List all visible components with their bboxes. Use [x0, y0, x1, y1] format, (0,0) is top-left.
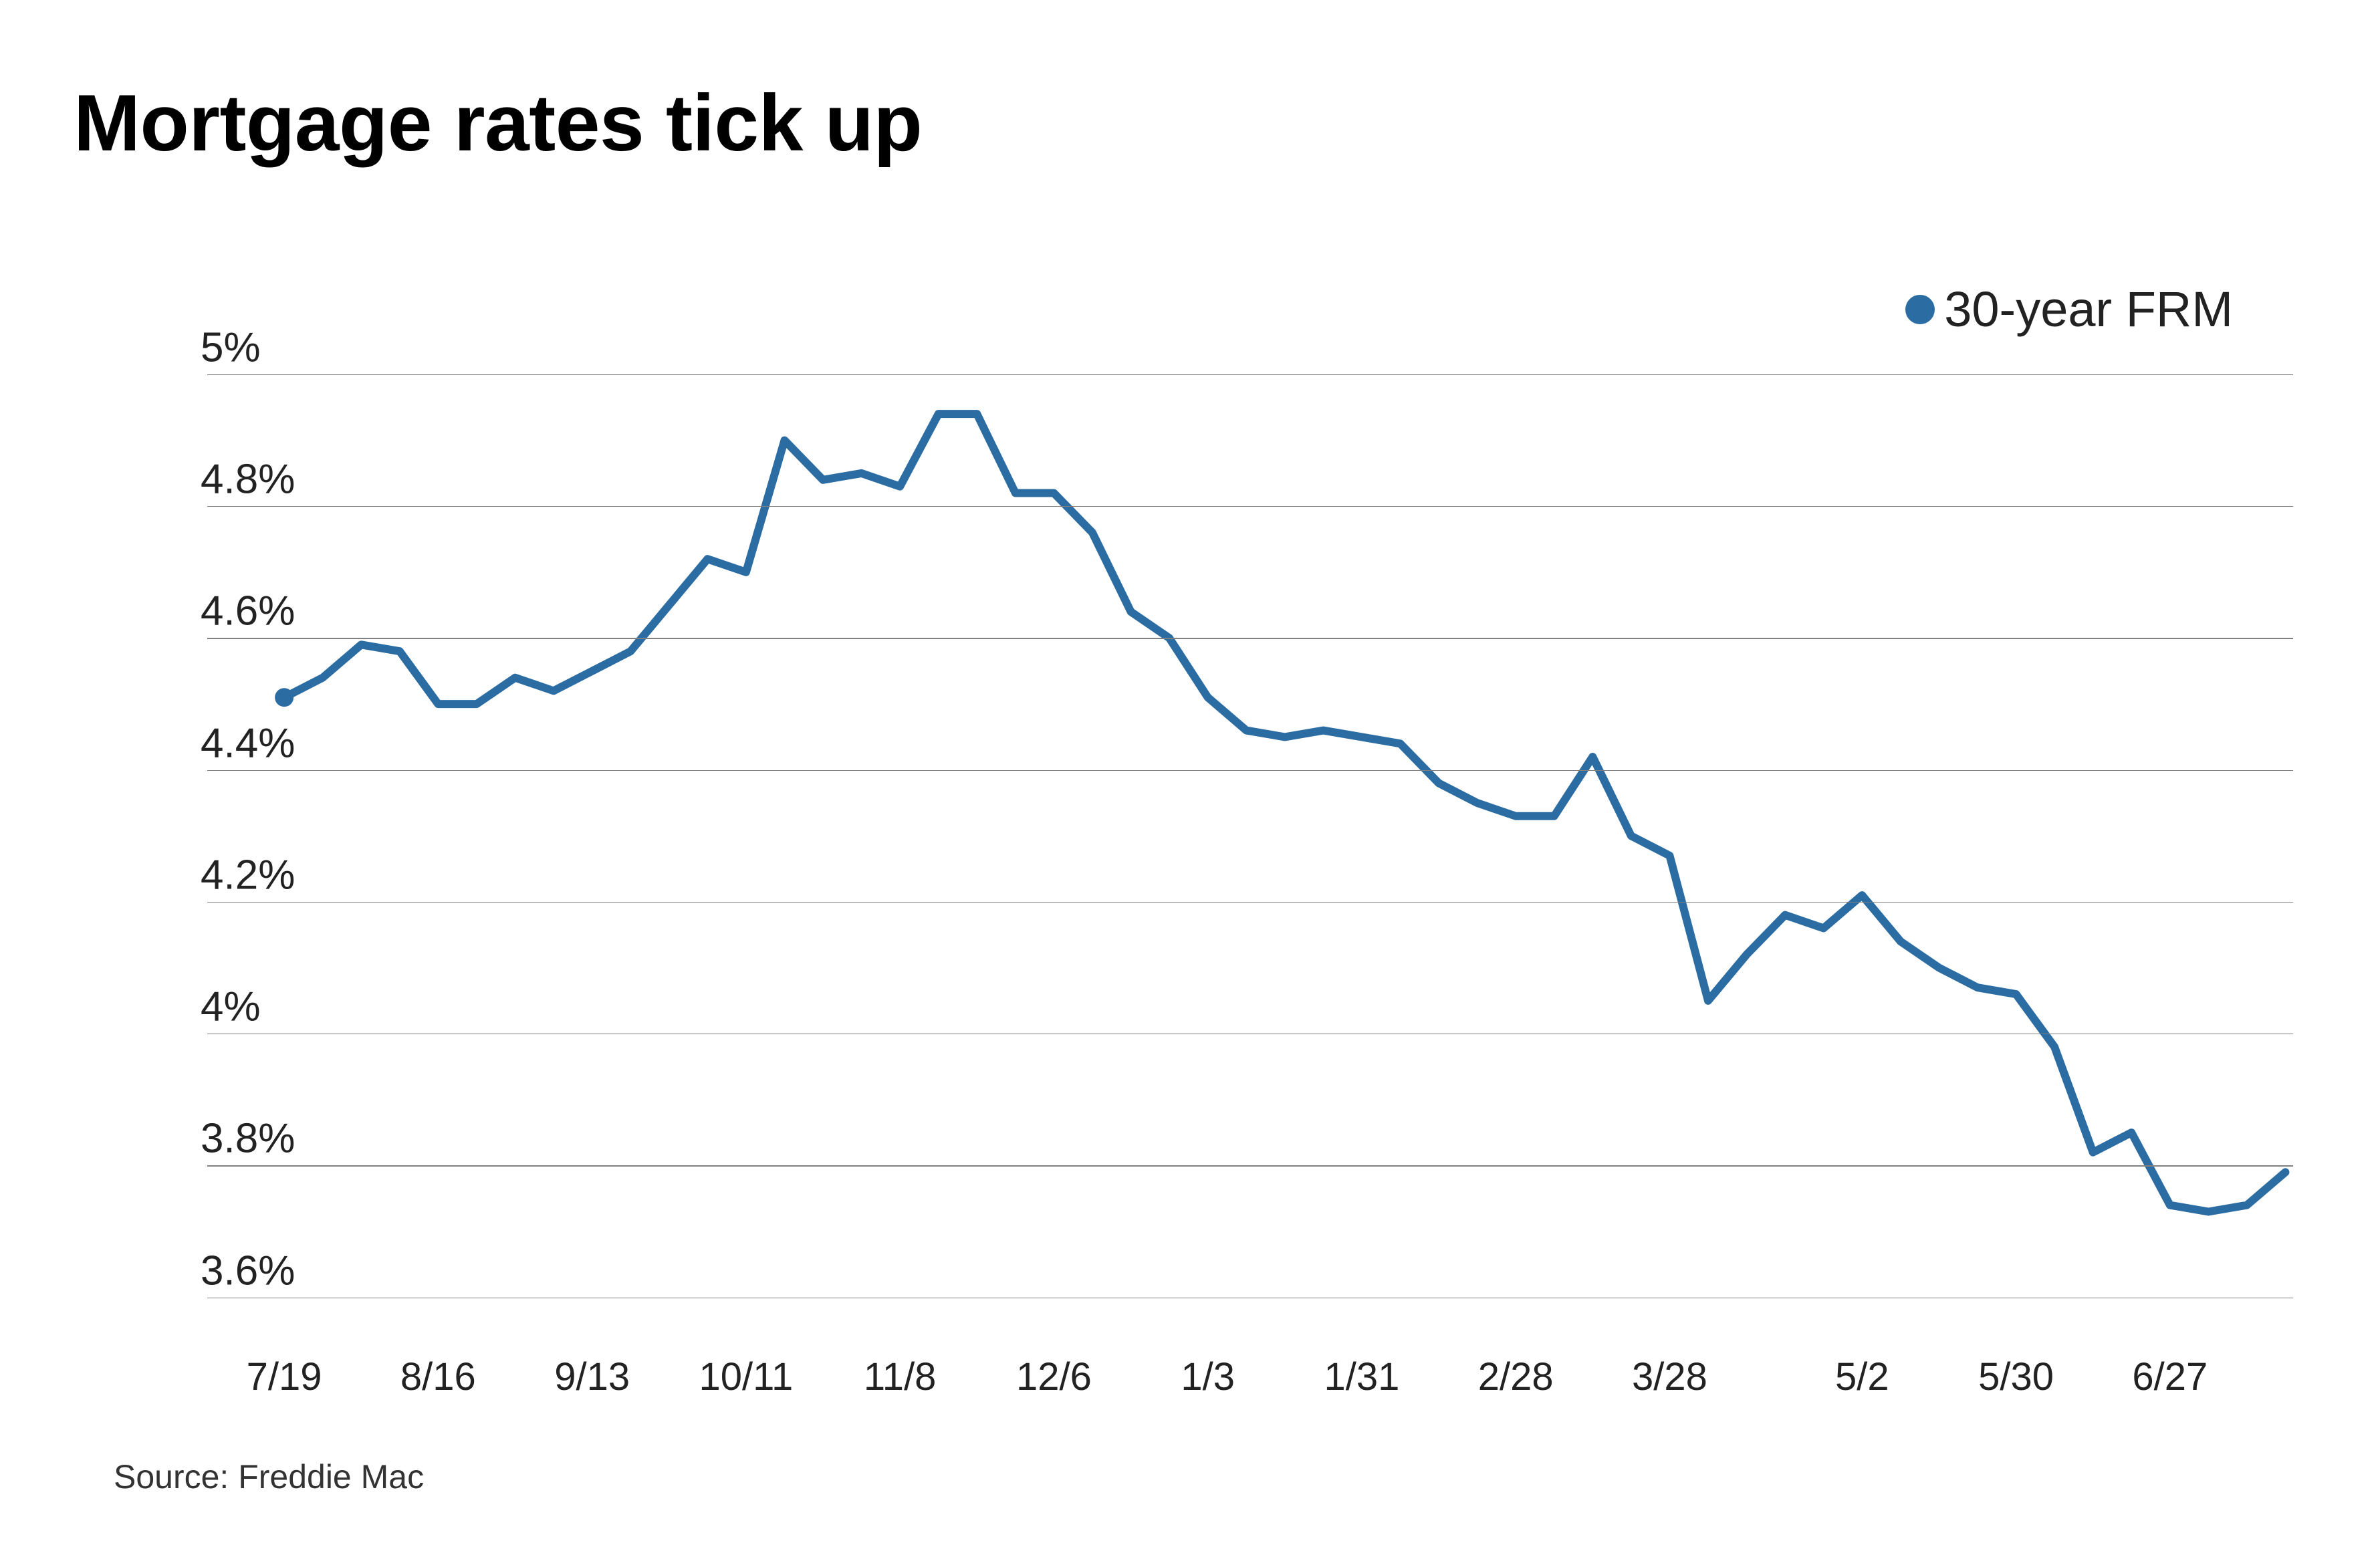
gridline	[207, 1165, 2293, 1166]
x-axis-label: 12/6	[1016, 1354, 1092, 1399]
y-axis-label: 4.4%	[201, 719, 295, 767]
chart-container: Mortgage rates tick up 30-year FRM 5%4.8…	[0, 0, 2380, 1551]
x-axis-label: 10/11	[699, 1354, 793, 1399]
gridline	[207, 770, 2293, 771]
chart-title: Mortgage rates tick up	[74, 77, 2353, 169]
x-axis-label: 1/31	[1324, 1354, 1399, 1399]
x-axis-label: 2/28	[1478, 1354, 1554, 1399]
legend: 30-year FRM	[1905, 281, 2233, 338]
gridline	[207, 506, 2293, 507]
y-axis-label: 4.2%	[201, 851, 295, 899]
plot-area: 5%4.8%4.6%4.4%4.2%4%3.8%3.6%7/198/169/13…	[207, 374, 2293, 1330]
x-axis-label: 11/8	[864, 1354, 937, 1399]
x-axis-label: 5/2	[1835, 1354, 1889, 1399]
gridline	[207, 902, 2293, 903]
y-axis-label: 4.6%	[201, 588, 295, 635]
legend-marker-icon	[1905, 295, 1935, 324]
y-axis-label: 5%	[201, 324, 261, 372]
line-series	[207, 374, 2293, 1330]
y-axis-label: 4.8%	[201, 456, 295, 503]
legend-label: 30-year FRM	[1944, 281, 2233, 338]
gridline	[207, 374, 2293, 375]
x-axis-label: 3/28	[1632, 1354, 1707, 1399]
x-axis-label: 6/27	[2132, 1354, 2208, 1399]
y-axis-label: 4%	[201, 983, 261, 1031]
x-axis-label: 5/30	[1978, 1354, 2054, 1399]
x-axis-label: 7/19	[247, 1354, 322, 1399]
x-axis-label: 8/16	[400, 1354, 476, 1399]
source-attribution: Source: Freddie Mac	[114, 1457, 424, 1496]
y-axis-label: 3.6%	[201, 1247, 295, 1294]
x-axis-label: 1/3	[1181, 1354, 1235, 1399]
y-axis-label: 3.8%	[201, 1115, 295, 1163]
x-axis-label: 9/13	[554, 1354, 630, 1399]
